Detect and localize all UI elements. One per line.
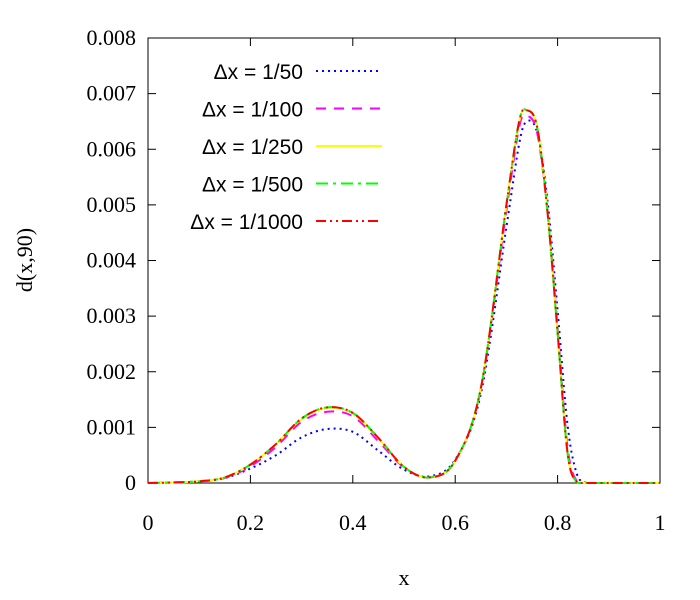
y-axis-title: d(x,90) <box>12 228 37 292</box>
x-tick-label: 0.8 <box>544 510 572 535</box>
y-tick-label: 0.007 <box>87 81 137 106</box>
series-line-4 <box>147 108 660 485</box>
y-tick-label: 0.008 <box>87 25 137 50</box>
legend-label-2: Δx = 1/100 <box>202 99 303 122</box>
legend-label-5: Δx = 1/1000 <box>190 211 303 234</box>
y-tick-label: 0.006 <box>87 136 137 161</box>
y-tick-label: 0.005 <box>87 192 137 217</box>
x-tick-label: 0.6 <box>441 510 469 535</box>
x-tick-label: 0.2 <box>237 510 265 535</box>
y-tick-label: 0.001 <box>87 414 137 439</box>
series-line-5 <box>147 108 660 485</box>
legend-label-1: Δx = 1/50 <box>214 61 303 84</box>
x-axis: 0 0.2 0.4 0.6 0.8 1 <box>143 38 666 535</box>
y-tick-label: 0.002 <box>87 359 137 384</box>
x-tick-label: 1 <box>655 510 666 535</box>
y-tick-label: 0.004 <box>87 248 137 273</box>
legend-label-4: Δx = 1/500 <box>202 174 303 197</box>
y-tick-label: 0.003 <box>87 303 137 328</box>
series-line-2 <box>147 113 660 485</box>
x-axis-title: x <box>399 565 410 590</box>
legend-label-3: Δx = 1/250 <box>202 136 303 159</box>
series-line-3 <box>147 108 660 485</box>
series-line-1 <box>147 119 660 485</box>
y-axis: 0 0.001 0.002 0.003 0.004 0.005 0.006 0.007 0.00… <box>87 25 660 495</box>
legend: Δx = 1/50 Δx = 1/100 Δx = 1/250 Δx = 1/500 Δ… <box>190 61 382 234</box>
y-tick-label: 0 <box>125 470 136 495</box>
series-layer <box>147 108 660 485</box>
x-tick-label: 0 <box>143 510 154 535</box>
x-tick-label: 0.4 <box>339 510 367 535</box>
